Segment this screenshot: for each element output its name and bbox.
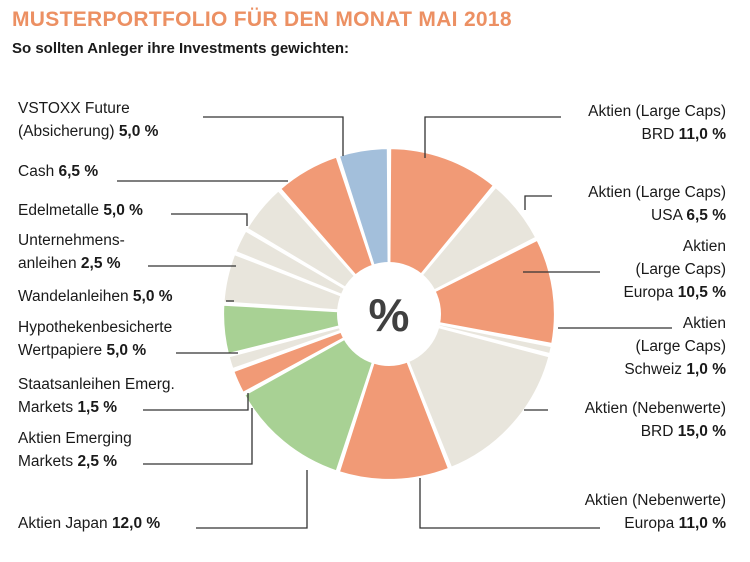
chart-subtitle: So sollten Anleger ihre Investments gewi… [12, 40, 350, 57]
leader-line [524, 195, 552, 210]
slice-label: Aktien (Large Caps) Europa 10,5 % [623, 238, 726, 301]
slice-value-label: 6,5 % [686, 207, 726, 224]
slice-label-text: Staatsanleihen Emerg. [18, 376, 175, 393]
center-percent-symbol: % [369, 289, 410, 341]
slice-label-text: Aktien Emerging [18, 430, 132, 447]
slice-label-text: Wertpapiere [18, 342, 102, 359]
slice-value-label: 12,0 % [112, 515, 160, 532]
slice-label: Aktien (Nebenwerte) Europa 11,0 % [585, 492, 727, 532]
pie-slice [337, 312, 451, 482]
slice-label: Staatsanleihen Emerg. Markets 1,5 % [18, 376, 175, 416]
leader-line [424, 116, 561, 158]
slice-label-text: Europa [624, 515, 674, 532]
pie-center-disc [337, 262, 441, 366]
slice-label-text: Schweiz [624, 361, 682, 378]
slice-label-text: Aktien Japan [18, 515, 108, 532]
slice-value-label: 2,5 % [81, 255, 121, 272]
slice-label-text: Europa [623, 284, 673, 301]
slice-label: Hypothekenbesicherte Wertpapiere 5,0 % [18, 319, 172, 359]
slice-label-text: Markets [18, 399, 73, 416]
slice-label-text: (Absicherung) [18, 123, 115, 140]
slice-label-text: Edelmetalle [18, 202, 99, 219]
slice-value-label: 6,5 % [59, 163, 99, 180]
slice-label-text: Aktien (Large Caps) [588, 184, 726, 201]
slice-label: Cash 6,5 % [18, 163, 98, 180]
slice-label: Aktien (Nebenwerte) BRD 15,0 % [585, 400, 727, 440]
chart-title: MUSTERPORTFOLIO FÜR DEN MONAT MAI 2018 [12, 8, 512, 31]
leader-line [196, 470, 308, 529]
slice-label-text: Aktien [683, 315, 726, 332]
slice-value-label: 1,0 % [686, 361, 726, 378]
slice-label-text: (Large Caps) [636, 261, 726, 278]
slice-label-text: Markets [18, 453, 73, 470]
slice-label: Edelmetalle 5,0 % [18, 202, 143, 219]
slice-label-text: VSTOXX Future [18, 100, 130, 117]
slice-label: Aktien Emerging Markets 2,5 % [18, 430, 132, 470]
slice-label-text: Aktien (Large Caps) [588, 103, 726, 120]
slice-labels: Aktien (Large Caps) BRD 11,0 %Aktien (Lar… [18, 100, 726, 532]
leader-line [171, 213, 248, 226]
slice-value-label: 15,0 % [678, 423, 726, 440]
slice-value-label: 5,0 % [133, 288, 173, 305]
slice-value-label: 11,0 % [679, 126, 727, 143]
slice-label-text: Hypothekenbesicherte [18, 319, 172, 336]
slice-label: Aktien (Large Caps) USA 6,5 % [588, 184, 726, 224]
slice-label-text: BRD [641, 423, 674, 440]
leader-line [419, 478, 600, 529]
slice-label: VSTOXX Future (Absicherung) 5,0 % [18, 100, 159, 140]
slice-value-label: 10,5 % [678, 284, 726, 301]
slice-label-text: Aktien (Nebenwerte) [585, 492, 726, 509]
slice-value-label: 1,5 % [77, 399, 117, 416]
slice-label: Wandelanleihen 5,0 % [18, 288, 173, 305]
slice-value-label: 5,0 % [103, 202, 143, 219]
slice-value-label: 5,0 % [119, 123, 159, 140]
leader-lines [117, 116, 672, 529]
slice-label-text: Wandelanleihen [18, 288, 129, 305]
slice-value-label: 5,0 % [106, 342, 146, 359]
slice-value-label: 11,0 % [679, 515, 727, 532]
leader-line [203, 116, 344, 156]
slice-label-text: Aktien (Nebenwerte) [585, 400, 726, 417]
slice-label: Aktien (Large Caps) BRD 11,0 % [588, 103, 726, 143]
slice-label-text: BRD [642, 126, 675, 143]
slice-label-text: Aktien [683, 238, 726, 255]
slice-value-label: 2,5 % [77, 453, 117, 470]
slice-label: Aktien (Large Caps) Schweiz 1,0 % [624, 315, 726, 378]
pie-slice [387, 312, 551, 470]
slice-label: Aktien Japan 12,0 % [18, 515, 160, 532]
slice-label-text: Unternehmens- [18, 232, 125, 249]
slice-label: Unternehmens-anleihen 2,5 % [18, 232, 125, 272]
slice-label-text: Cash [18, 163, 54, 180]
leader-line [143, 393, 249, 411]
leader-line [143, 408, 253, 465]
slice-label-text: USA [651, 207, 684, 224]
slice-label-text: (Large Caps) [636, 338, 726, 355]
slice-label-text: anleihen [18, 255, 77, 272]
